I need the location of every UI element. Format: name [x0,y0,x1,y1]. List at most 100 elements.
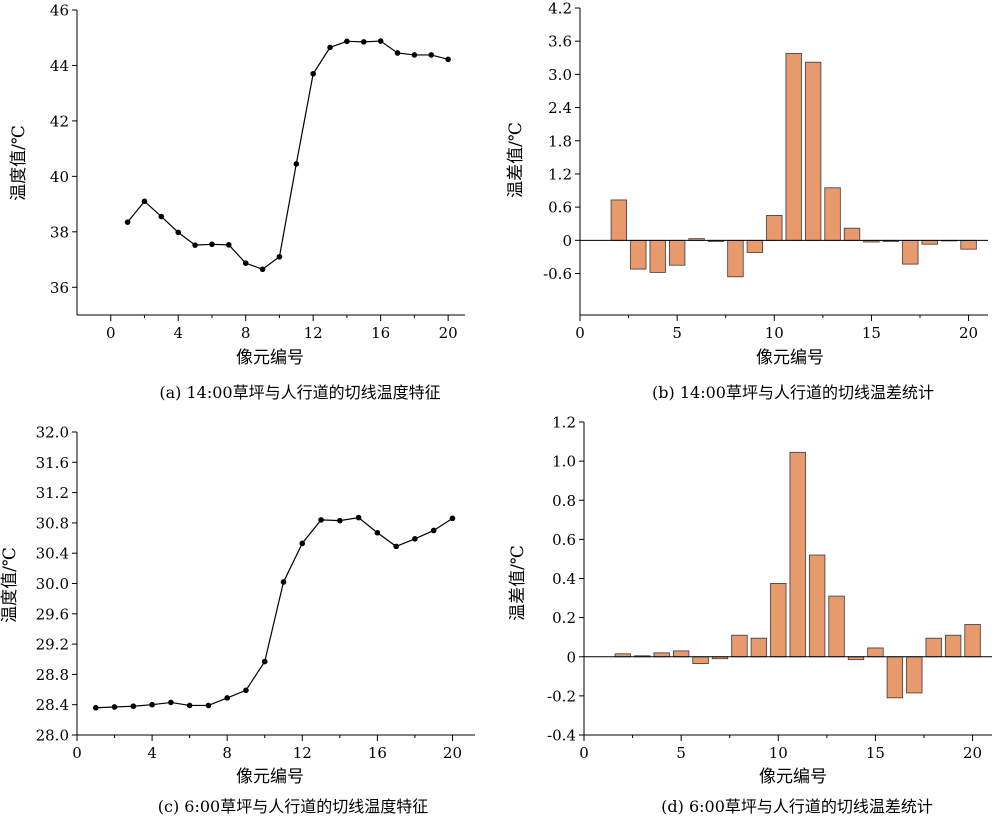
bar [750,637,768,658]
y-tick-label: 44 [50,57,69,75]
data-point [149,701,155,708]
x-tick-label: 12 [304,324,323,342]
data-point [360,39,367,45]
data-point [242,260,249,266]
y-tick-label: -0.4 [547,727,576,745]
data-point [293,161,300,167]
y-tick-label: 46 [50,2,69,20]
y-tick-label: 3.6 [548,33,572,51]
y-tick-label: 32.0 [36,424,69,442]
y-tick-label: 0.8 [552,492,576,510]
bar [804,61,822,241]
bar [731,634,748,658]
data-point [445,56,451,63]
y-tick-label: 42 [50,112,69,130]
data-point [393,543,399,550]
x-tick-label: 4 [173,324,183,342]
bar [906,656,923,694]
series-line [95,516,453,709]
data-point [168,699,174,706]
bar [789,451,806,658]
x-tick-label: 8 [222,744,232,762]
x-tick-label: 20 [963,744,982,762]
data-point [318,517,324,523]
bar [944,634,962,658]
data-point [310,70,316,77]
data-point [130,703,137,710]
chart-caption: (a) 14:00草坪与人行道的切线温度特征 [159,383,440,402]
data-point [394,50,401,56]
x-tick-label: 0 [575,324,585,342]
x-axis-title: 像元编号 [759,767,827,787]
bar [746,239,764,253]
y-tick-label: 1.8 [548,132,572,150]
bar [649,239,666,273]
x-tick-label: 5 [672,324,682,342]
chart-caption: (c) 6:00草坪与人行道的切线温度特征 [158,797,428,816]
bar [867,647,884,658]
y-tick-label: 2.4 [548,99,572,117]
bar [610,199,628,241]
bar [653,652,670,658]
bar [824,187,841,241]
y-tick-label: 40 [50,168,69,186]
y-tick-label: 4.2 [548,0,572,18]
data-point [111,704,118,710]
y-axis-title: 温差值/℃ [508,545,528,621]
x-tick-label: 10 [765,324,784,342]
x-tick-label: 20 [439,324,458,342]
x-tick-label: 0 [106,324,116,342]
x-tick-label: 0 [72,744,82,762]
y-tick-label: 30.4 [36,545,69,563]
y-tick-label: 0 [562,232,572,250]
y-axis-title: 温度值/℃ [0,547,20,623]
y-tick-label: 28.0 [36,727,69,745]
bar [785,52,802,241]
bar [964,624,981,658]
y-tick-label: 29.6 [36,605,69,623]
y-tick-label: 0 [566,648,576,666]
y-axis-title: 温度值/℃ [9,125,29,201]
y-tick-label: 30.0 [36,575,69,593]
bar [630,239,647,270]
data-point [411,52,418,58]
y-tick-label: 29.2 [36,636,69,654]
data-point [344,38,350,45]
y-tick-label: 0.6 [548,199,572,217]
data-point [355,514,362,521]
y-tick-label: 3.0 [548,66,572,84]
chart-b: -0.6 0 0.6 1.2 1.8 2.4 3.0 3.6 4.2 0 5 10 15 20 像元编号 温差… [506,0,988,402]
bar [766,215,783,241]
x-tick-label: 12 [293,744,312,762]
x-tick-label: 20 [959,324,978,342]
x-tick-label: 5 [676,744,686,762]
x-tick-label: 20 [443,744,462,762]
y-axis-title: 温差值/℃ [506,122,526,198]
y-tick-label: 38 [50,223,69,241]
data-point [124,219,131,225]
data-point [276,253,283,260]
data-point [261,658,268,665]
data-point [158,213,165,220]
data-point [92,704,99,711]
y-tick-label: 1.2 [552,414,576,432]
x-tick-label: 4 [147,744,157,762]
bar [808,554,826,658]
data-point [299,540,306,547]
chart-caption: (d) 6:00草坪与人行道的切线温差统计 [661,797,933,816]
x-tick-label: 8 [241,324,251,342]
chart-a: 36 38 40 42 44 46 0 4 8 12 16 20 像元编号 温度值/℃ (a) 14:00草… [9,2,465,402]
y-tick-label: -0.2 [547,687,576,705]
data-point [243,687,249,694]
chart-caption: (b) 14:00草坪与人行道的切线温差统计 [652,383,934,402]
series-line [127,40,449,270]
y-tick-label: -0.6 [543,265,572,283]
data-point [374,529,381,536]
data-point [205,702,212,709]
y-tick-label: 0.4 [552,570,576,588]
data-point [141,198,148,205]
data-point [428,52,435,58]
y-tick-label: 31.2 [36,484,69,502]
data-point [430,527,437,534]
